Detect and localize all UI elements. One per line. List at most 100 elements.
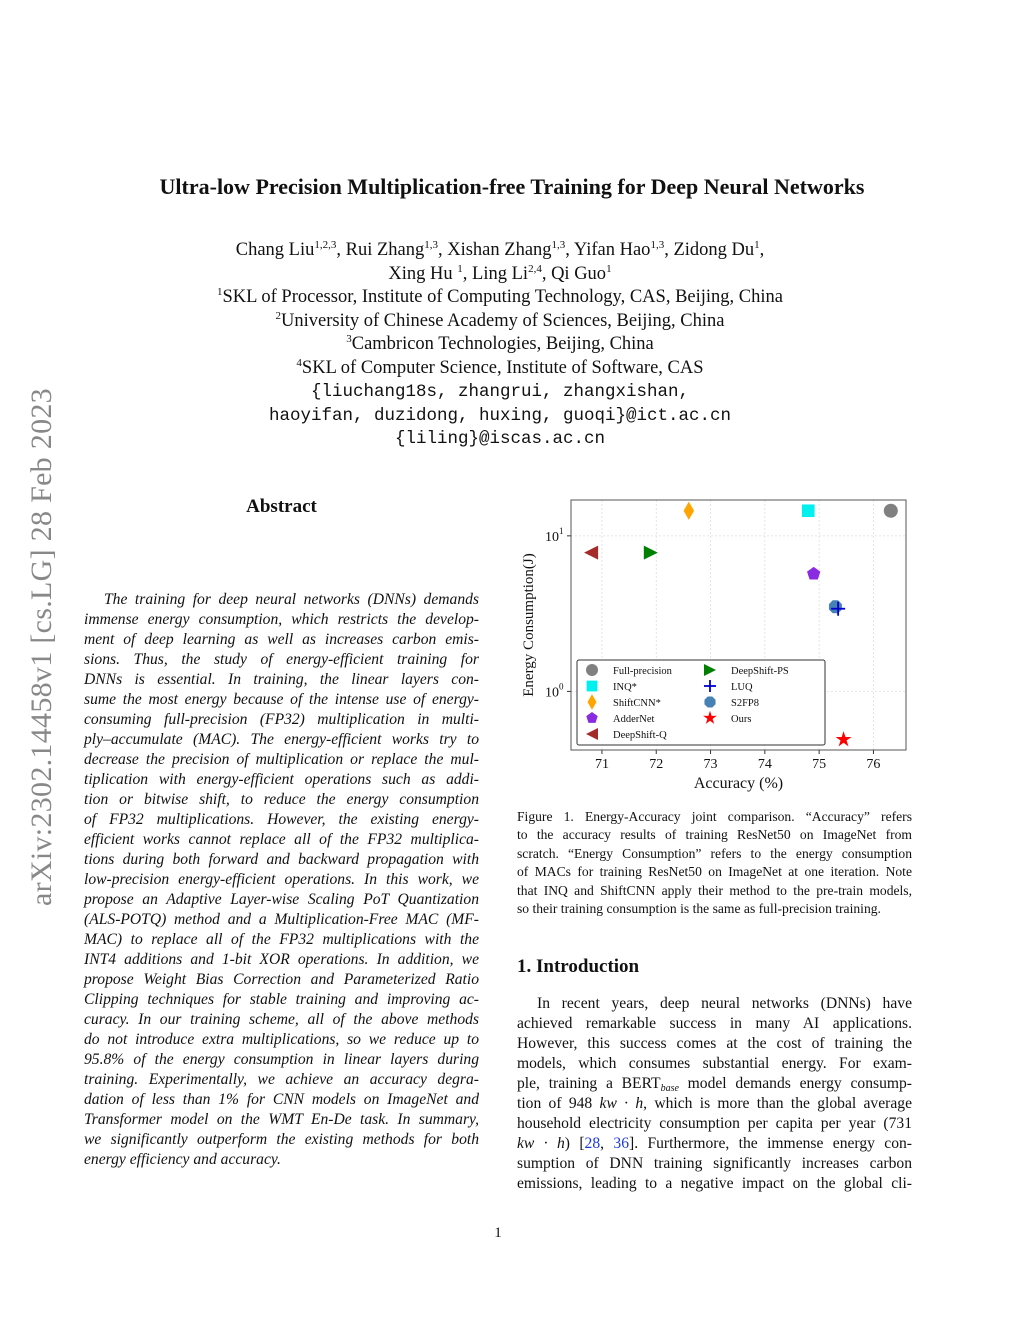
author-name: Rui Zhang [345,240,425,260]
text-line: decrease the precision of multiplication… [84,751,479,768]
x-tick-label: 73 [704,757,718,772]
author-affiliation-mark: 1,3 [650,239,665,251]
legend-item: S2FP8 [704,696,759,709]
text-line: Transformer model on the WMT En-De task.… [84,1111,479,1128]
marker-triangle-left [584,545,599,560]
affiliation: 3Cambricon Technologies, Beijing, China [0,334,1000,355]
text-line: Figure 1. Energy-Accuracy joint comparis… [517,809,912,824]
text-line: MAC) to replace all of the FP32 multipli… [84,931,479,948]
math: kw · h [517,1135,565,1152]
x-tick-label: 76 [866,757,880,772]
marker-triangle-right [704,664,716,676]
email-line: {liuchang18s, zhangrui, zhangxishan, [310,382,690,402]
legend-label: DeepShift-Q [613,730,667,741]
marker-square [586,680,598,692]
legend: Full-precision INQ* ShiftCNN* AdderNet DeepS… [576,659,826,746]
section-heading-introduction: 1. Introduction [517,956,640,977]
text-line: tion of 948 kw · h, which is more than t… [517,1094,912,1114]
legend-item: Full-precision [586,664,673,677]
y-tick-exponent: 0 [559,681,564,691]
text-line: (ALS-POTQ) method and a Multiplication-F… [84,911,479,928]
abstract-heading: Abstract [246,496,317,517]
legend-item: DeepShift-PS [704,664,789,677]
text-line: curacy. In our training scheme, all of t… [84,1011,479,1028]
affiliation-number: 1 [217,286,223,298]
author-affiliation-mark: 1,2,3 [314,239,337,251]
legend-label: AdderNet [613,714,654,725]
affiliation: 4SKL of Computer Science, Institute of S… [0,358,1000,379]
x-tick-label: 74 [758,757,772,772]
author-name: Ling Li [472,264,529,284]
text-line: dation of less than 1% for CNN models on… [84,1091,479,1108]
x-axis-label: Accuracy (%) [694,775,783,792]
subscript: base [660,1083,679,1094]
text-line: household electricity consumption per ca… [517,1115,912,1132]
x-tick-label: 71 [595,757,609,772]
text-line: energy efficiency and accuracy. [84,1151,281,1168]
y-tick-exponent: 1 [559,526,564,536]
marker-triangle-right [643,545,658,560]
legend-box [576,659,826,746]
legend-label: DeepShift-PS [731,666,789,677]
marker-octagon [704,696,716,708]
affiliation-number: 4 [296,357,302,369]
text: , which is more than the global average [643,1095,912,1112]
text-line: In recent years, deep neural networks (D… [537,995,912,1012]
data-point-deepshift-ps [643,545,658,560]
text-line: scratch. “Energy Consumption” refers to … [517,845,912,861]
author-name: Chang Liu [235,240,315,260]
author-name: Yifan Hao [573,240,651,260]
marker-pentagon [807,566,821,580]
affiliation-number: 2 [275,310,282,322]
email-line: {liling}@iscas.ac.cn [394,429,606,449]
text-line: immense energy consumption, which restri… [84,611,479,628]
legend-label: Full-precision [613,666,673,677]
citation-link[interactable]: 36 [613,1135,629,1152]
text-line: sumption of DNN training significantly i… [517,1155,912,1172]
author-name: Qi Guo [551,264,607,284]
text: ]. Furthermore, the immense energy con- [629,1135,912,1152]
legend-label: ShiftCNN* [613,698,661,709]
affiliation-text: Cambricon Technologies, Beijing, China [351,334,654,354]
affiliation-text: University of Chinese Academy of Science… [281,311,725,331]
text-line: to the accuracy results of training ResN… [517,827,912,843]
data-point-ours [835,731,852,747]
text-line: that INQ and ShiftCNN apply their method… [517,882,912,898]
text-line: 95.8% of the energy consumption in linea… [84,1051,479,1068]
legend-label: LUQ [731,682,753,693]
author-affiliation-mark: 1 [606,263,612,275]
text-line: tiplication with energy-efficient operat… [84,771,479,788]
author-name: Xing Hu [388,264,458,284]
author-affiliation-mark: 2,4 [528,263,542,275]
legend-item: INQ* [586,680,637,693]
page-number: 1 [494,1225,502,1241]
text: ) [ [564,1135,585,1152]
marker-circle [586,664,598,676]
separator: , [759,240,765,260]
text-line: propose Weight Bias Correction and Param… [84,971,479,988]
y-tick-base: 10 [545,530,559,545]
separator: , [541,264,552,284]
text-line: we significantly outperform the existing… [84,1131,479,1148]
marker-diamond [683,501,695,520]
legend-label: S2FP8 [731,698,759,709]
affiliation-text: SKL of Processor, Institute of Computing… [222,287,783,307]
affiliation-text: SKL of Computer Science, Institute of So… [301,358,704,378]
text-line: so their training consumption is the sam… [517,900,881,916]
text-line: ment of deep learning as well as increas… [84,631,479,648]
marker-octagon [828,600,842,614]
text-line: propose an Adaptive Layer-wise Scaling P… [84,891,479,908]
legend-item: LUQ [704,680,753,693]
x-tick-label: 75 [812,757,826,772]
separator: , [565,240,574,260]
text-line: kw · h) [28, 36]. Furthermore, the immen… [517,1134,912,1154]
text-line: The training for deep neural networks (D… [104,591,479,608]
authors-line-1: Chang Liu1,2,3, Rui Zhang 1,3, Xishan Zha… [0,240,1000,261]
data-point-shiftcnn- [683,501,695,520]
figure-caption: Figure 1. Energy-Accuracy joint comparis… [517,808,912,918]
citation-link[interactable]: 28 [584,1135,601,1152]
text-line: sume the most energy because of the inte… [84,691,479,708]
author-name: Xishan Zhang [447,240,552,260]
text-line: sions. Thus, the study of energy-efficie… [84,651,479,668]
